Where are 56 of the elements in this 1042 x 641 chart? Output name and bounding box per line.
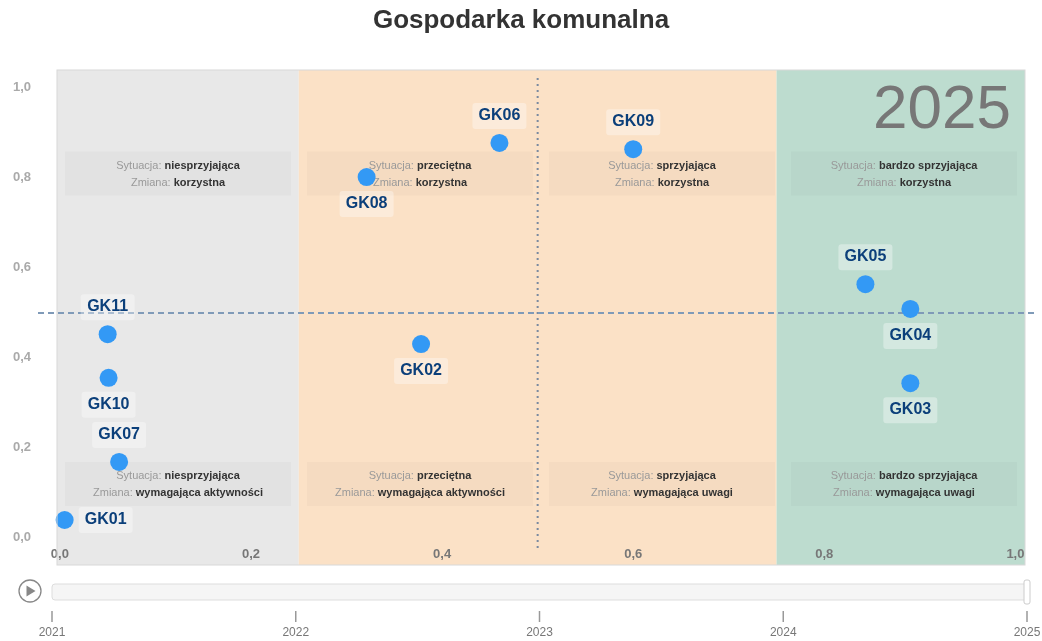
series-label: GK08 xyxy=(345,194,388,212)
series-label: GK01 xyxy=(84,510,127,528)
series-label: GK03 xyxy=(889,400,932,418)
annotation: Sytuacja: przeciętna xyxy=(368,158,473,171)
series-label: GK06 xyxy=(478,106,521,124)
x2-tick-label: 2024 xyxy=(769,625,797,639)
series-label: GK07 xyxy=(98,425,141,443)
point xyxy=(901,374,920,393)
x-tick-label: 0,2 xyxy=(241,546,261,561)
x-tick-label: 0,4 xyxy=(433,546,452,561)
annotation: Zmiana: korzystna xyxy=(614,175,710,188)
annotation: Sytuacja: bardzo sprzyjająca xyxy=(830,468,979,481)
x-tick-label: 0,6 xyxy=(624,546,643,561)
series-label: GK11 xyxy=(87,297,129,315)
point xyxy=(55,511,74,529)
series-label: GK02 xyxy=(400,361,443,379)
x-tick-label: 1,0 xyxy=(1006,546,1025,561)
x2-tick-label: 2022 xyxy=(282,625,310,639)
y-tick-label: 0,0 xyxy=(12,529,32,545)
y-tick-label: 0,6 xyxy=(12,259,32,275)
annotation: Sytuacja: niesprzyjająca xyxy=(116,158,241,171)
y-tick-label: 0,2 xyxy=(12,439,32,455)
point xyxy=(901,299,920,318)
x2-tick-label: 2025 xyxy=(1013,625,1041,639)
annotation: Zmiana: korzystna xyxy=(372,175,468,188)
annotation: Sytuacja: przeciętna xyxy=(368,468,473,481)
annotation: Zmiana: korzystna xyxy=(856,175,952,188)
point xyxy=(99,368,118,387)
series-label: GK05 xyxy=(844,247,887,265)
annotation: Zmiana: wymagająca uwagi xyxy=(591,485,733,498)
chart-title: Gospodarka komunalna xyxy=(372,4,670,34)
x2-tick-label: 2021 xyxy=(38,625,66,639)
x-tick-label: 0,8 xyxy=(815,546,834,561)
x-tick-label: 0,0 xyxy=(50,546,69,561)
y-tick-label: 1,0 xyxy=(12,79,32,95)
annotation: Sytuacja: bardzo sprzyjająca xyxy=(830,158,979,171)
point xyxy=(412,335,431,354)
series-label: GK04 xyxy=(889,326,932,344)
annotation: Sytuacja: sprzyjająca xyxy=(608,158,717,171)
annotation: Sytuacja: sprzyjająca xyxy=(608,468,717,481)
point xyxy=(624,140,643,159)
point xyxy=(856,275,875,294)
annotation: 2025 xyxy=(873,72,1011,141)
y-tick-label: 0,4 xyxy=(12,349,32,365)
annotation: Zmiana: wymagająca aktywności xyxy=(93,485,263,498)
point xyxy=(110,452,129,471)
annotation: Zmiana: wymagająca uwagi xyxy=(833,485,975,498)
annotation: Zmiana: wymagająca aktywności xyxy=(335,485,505,498)
series-label: GK10 xyxy=(87,395,130,413)
y-tick-label: 0,8 xyxy=(12,169,32,185)
annotation: Sytuacja: niesprzyjająca xyxy=(116,468,241,481)
annotation: Zmiana: korzystna xyxy=(130,175,226,188)
x2-tick-label: 2023 xyxy=(526,625,554,639)
series-label: GK09 xyxy=(612,112,655,130)
point xyxy=(490,133,509,152)
point xyxy=(98,325,117,344)
